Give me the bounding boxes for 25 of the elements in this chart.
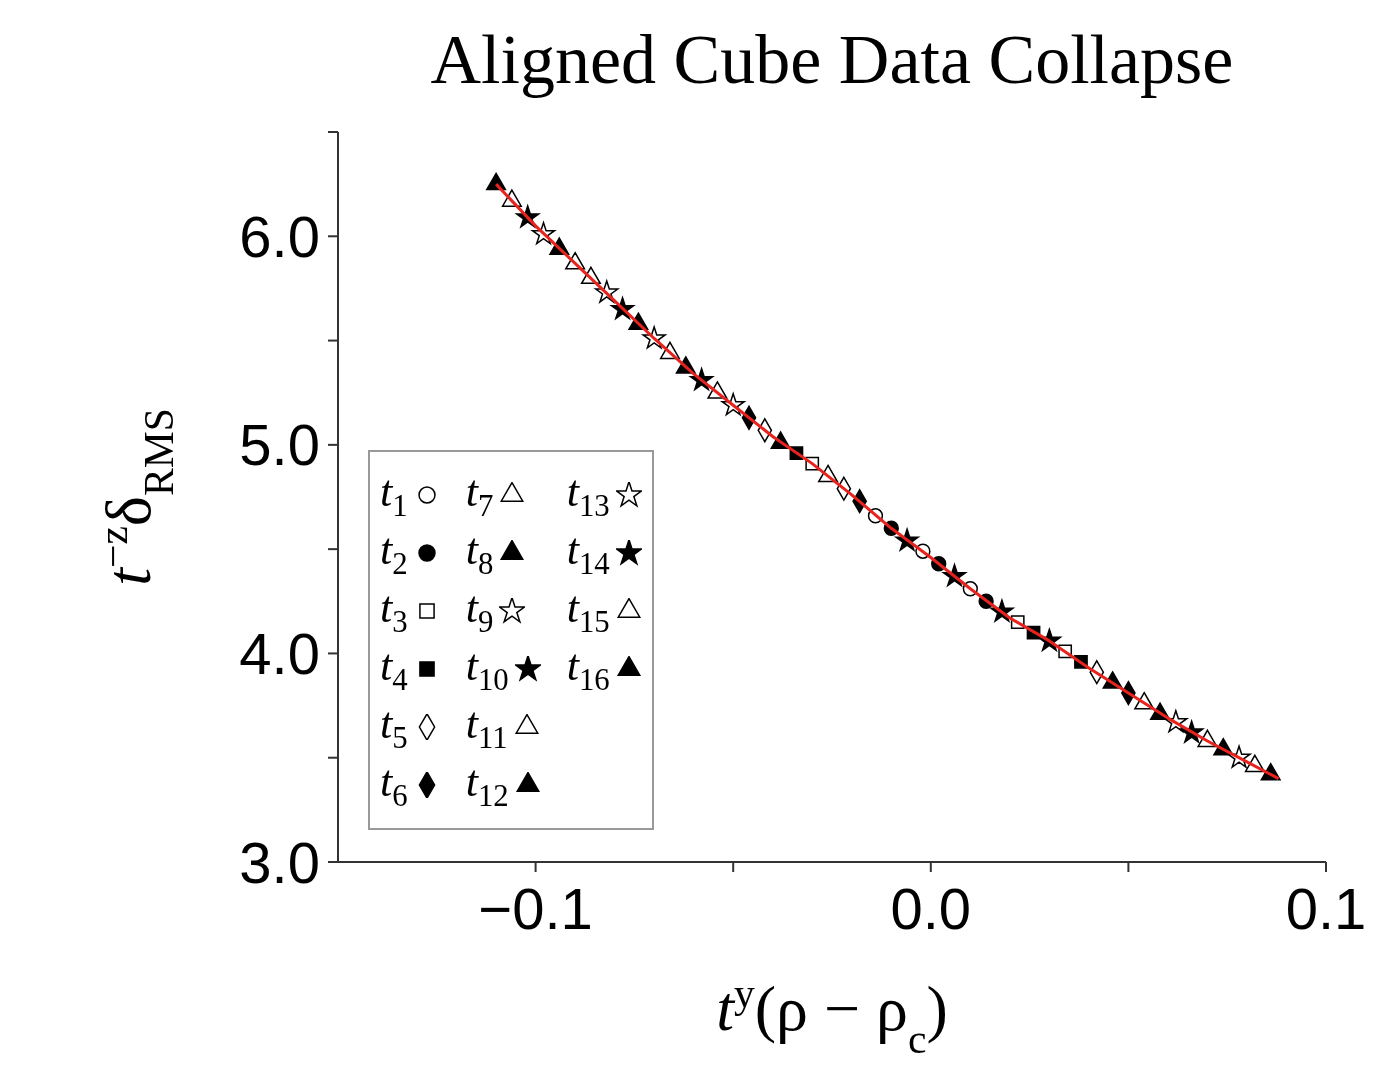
- y-tick-label: 6.0: [239, 203, 320, 269]
- x-tick-label: −0.1: [478, 876, 593, 942]
- legend-label: t$_{14}$: [566, 524, 610, 582]
- legend-label: t$_{13}$: [566, 466, 610, 524]
- legend-label: t$_{15}$: [566, 582, 610, 640]
- legend-label: t$_{6}$: [380, 756, 408, 814]
- y-tick-label: 3.0: [239, 829, 320, 895]
- legend-label: t$_{9}$: [465, 582, 494, 640]
- legend-label: t$_{4}$: [380, 640, 408, 698]
- y-tick-label: 4.0: [239, 621, 320, 687]
- legend-label: t$_{5}$: [380, 698, 408, 756]
- legend-label: t$_{2}$: [380, 524, 408, 582]
- legend-label: t$_{10}$: [465, 640, 509, 698]
- x-axis-title: t$^{y}$(ρ − ρ$_{c}$): [716, 970, 948, 1062]
- x-tick-label: 0.0: [890, 876, 972, 942]
- chart-title: Aligned Cube Data Collapse: [429, 20, 1235, 100]
- x-tick-label: 0.1: [1285, 876, 1367, 942]
- legend-label: t$_{1}$: [380, 466, 408, 524]
- legend-label: t$_{12}$: [465, 756, 509, 814]
- legend-label: t$_{3}$: [380, 582, 408, 640]
- legend-label: t$_{8}$: [465, 524, 494, 582]
- legend-label: t$_{16}$: [566, 640, 610, 698]
- legend-label: t$_{7}$: [465, 466, 494, 524]
- y-tick-label: 5.0: [239, 412, 320, 478]
- legend-label: t$_{11}$: [465, 698, 508, 756]
